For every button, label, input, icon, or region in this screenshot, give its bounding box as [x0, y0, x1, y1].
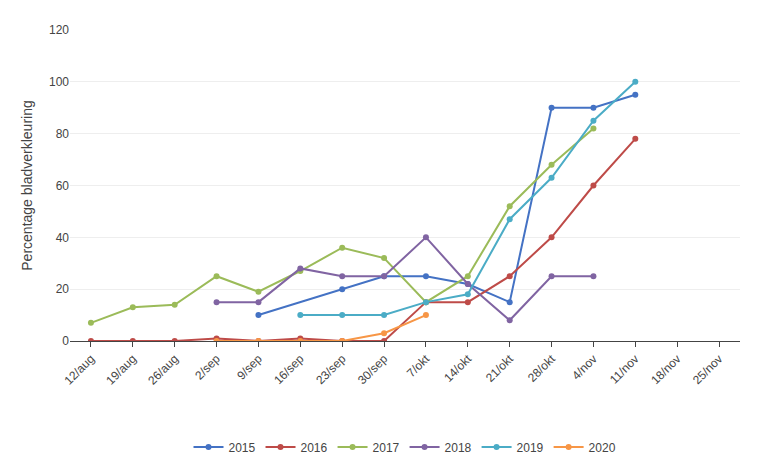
svg-text:2016: 2016 — [301, 441, 328, 455]
svg-text:21/okt: 21/okt — [483, 351, 516, 384]
svg-text:23/sep: 23/sep — [313, 352, 349, 388]
svg-text:2/sep: 2/sep — [192, 352, 223, 383]
svg-text:14/okt: 14/okt — [441, 351, 474, 384]
svg-text:7/okt: 7/okt — [404, 351, 433, 380]
svg-text:0: 0 — [62, 334, 69, 348]
svg-text:2020: 2020 — [589, 441, 616, 455]
svg-text:2015: 2015 — [229, 441, 256, 455]
svg-text:19/aug: 19/aug — [103, 352, 139, 388]
svg-text:18/nov: 18/nov — [648, 352, 683, 387]
svg-text:26/aug: 26/aug — [145, 352, 181, 388]
svg-text:2018: 2018 — [445, 441, 472, 455]
svg-text:2019: 2019 — [517, 441, 544, 455]
svg-text:30/sep: 30/sep — [355, 352, 391, 388]
svg-text:4/nov: 4/nov — [569, 352, 600, 383]
svg-text:80: 80 — [56, 127, 70, 141]
svg-text:40: 40 — [56, 231, 70, 245]
svg-text:120: 120 — [49, 23, 69, 37]
svg-text:12/aug: 12/aug — [61, 352, 97, 388]
svg-text:28/okt: 28/okt — [525, 351, 558, 384]
svg-text:11/nov: 11/nov — [607, 352, 642, 387]
svg-text:20: 20 — [56, 282, 70, 296]
svg-text:16/sep: 16/sep — [271, 352, 307, 388]
svg-text:60: 60 — [56, 179, 70, 193]
svg-text:9/sep: 9/sep — [234, 352, 265, 383]
svg-text:100: 100 — [49, 75, 69, 89]
svg-text:25/nov: 25/nov — [690, 352, 725, 387]
svg-text:2017: 2017 — [373, 441, 400, 455]
svg-text:Percentage bladverkleuring: Percentage bladverkleuring — [19, 100, 35, 270]
